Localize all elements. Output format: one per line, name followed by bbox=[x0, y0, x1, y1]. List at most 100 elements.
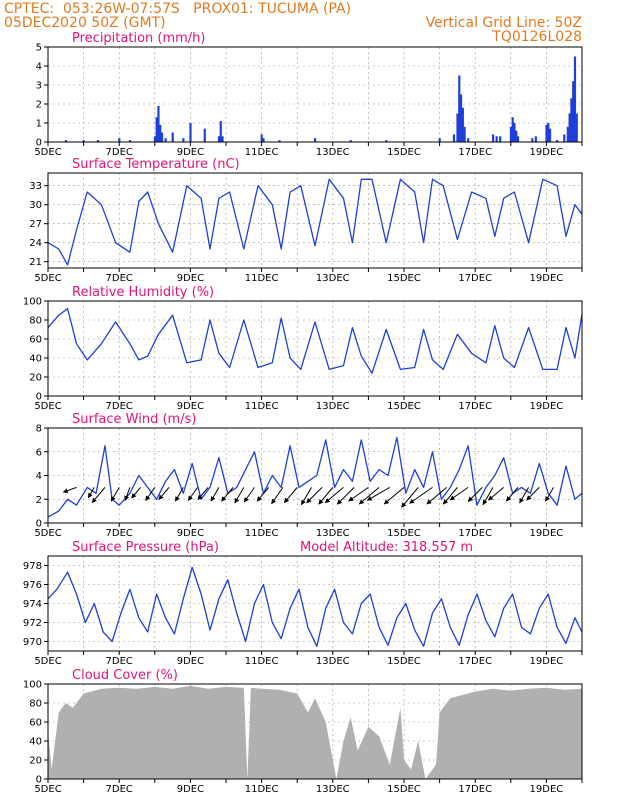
humidity-xtick-label: 15DEC bbox=[387, 401, 421, 412]
wind-arrow bbox=[358, 486, 380, 505]
wind-xtick-label: 19DEC bbox=[530, 528, 564, 539]
humidity-ytick-label: 40 bbox=[29, 354, 42, 365]
cloud-cover-frame bbox=[47, 683, 583, 780]
humidity-xtick-label: 11DEC bbox=[245, 401, 279, 412]
wind-arrow bbox=[271, 487, 284, 505]
wind-xtick-label: 13DEC bbox=[316, 528, 350, 539]
wind-panel: 0 2 4 6 8 5DEC 7DEC 9DEC 11DEC 13DEC 15DEC 17DEC 19D… bbox=[34, 412, 583, 539]
humidity-xtick-label: 19DEC bbox=[530, 401, 564, 412]
temperature-panel: 21 24 27 30 33 5DEC 7DEC 9DEC 11DEC 13DEC 15DEC 17D… bbox=[29, 157, 583, 284]
wind-arrow bbox=[158, 487, 170, 500]
wind-arrow bbox=[234, 487, 245, 504]
temperature-line bbox=[47, 178, 583, 266]
wind-arrow bbox=[348, 486, 369, 502]
humidity-ytick-label: 0 bbox=[36, 392, 42, 403]
precipitation-bar bbox=[82, 140, 85, 142]
precipitation-bar bbox=[547, 123, 550, 142]
temperature-frame bbox=[47, 172, 583, 269]
precipitation-bar bbox=[164, 138, 167, 142]
precipitation-xtick-label: 17DEC bbox=[458, 147, 492, 158]
precipitation-bar bbox=[171, 132, 174, 142]
precipitation-bar bbox=[260, 134, 263, 142]
precipitation-bar bbox=[349, 140, 352, 142]
precipitation-xtick-label: 13DEC bbox=[316, 147, 350, 158]
precipitation-bar bbox=[64, 140, 67, 142]
precipitation-bar bbox=[221, 136, 224, 142]
precipitation-bar bbox=[159, 124, 162, 142]
temperature-xtick-label: 19DEC bbox=[530, 273, 564, 284]
header-location: CPTEC: 053:26W-07:57S PROX01: TUCUMA (PA… bbox=[4, 1, 352, 17]
cloud-cover-ytick-label: 80 bbox=[29, 699, 42, 710]
pressure-ytick-label: 972 bbox=[23, 618, 42, 629]
temperature-xtick-label: 13DEC bbox=[316, 273, 350, 284]
precipitation-bar bbox=[128, 140, 132, 142]
humidity-xtick-label: 5DEC bbox=[34, 401, 61, 412]
cloud-cover-ytick-label: 60 bbox=[29, 718, 42, 729]
pressure-xtick-label: 5DEC bbox=[34, 656, 61, 667]
wind-ytick-label: 8 bbox=[36, 424, 42, 435]
header-model-code: TQ0126L028 bbox=[492, 29, 582, 45]
wind-arrow bbox=[256, 487, 270, 502]
precipitation-bar bbox=[182, 138, 185, 142]
precipitation-ytick-label: 3 bbox=[36, 81, 42, 92]
cloud-cover-area bbox=[48, 685, 582, 779]
pressure-ytick-label: 976 bbox=[23, 580, 42, 591]
precipitation-panel: 0 1 2 3 4 5 5DEC 7DEC 9DEC 11DEC 13DEC 15DEC 17DEC 19… bbox=[34, 31, 583, 158]
humidity-xtick-label: 13DEC bbox=[316, 401, 350, 412]
wind-line bbox=[47, 436, 583, 518]
pressure-xtick-label: 13DEC bbox=[316, 656, 350, 667]
precipitation-bar bbox=[458, 75, 461, 142]
temperature-xtick-label: 9DEC bbox=[177, 273, 204, 284]
wind-xtick-label: 11DEC bbox=[245, 528, 279, 539]
humidity-panel: 0 20 40 60 80 100 5DEC 7DEC 9DEC 11DEC 13DEC 15DEC 1… bbox=[23, 285, 583, 412]
precipitation-bar bbox=[314, 138, 317, 142]
wind-xtick-label: 17DEC bbox=[458, 528, 492, 539]
wind-arrow bbox=[300, 487, 312, 506]
cloud-cover-xtick-label: 5DEC bbox=[34, 784, 61, 795]
pressure-xtick-label: 11DEC bbox=[245, 656, 279, 667]
pressure-ytick-label: 978 bbox=[23, 561, 42, 572]
pressure-xtick-label: 19DEC bbox=[530, 656, 564, 667]
cloud-cover-xtick-label: 7DEC bbox=[106, 784, 133, 795]
cloud-cover-ytick-label: 20 bbox=[29, 756, 42, 767]
wind-arrow bbox=[336, 487, 355, 505]
precipitation-bar bbox=[160, 132, 164, 142]
cloud-cover-ytick-label: 40 bbox=[29, 737, 42, 748]
precipitation-bar bbox=[118, 138, 121, 142]
precipitation-bar bbox=[459, 94, 463, 142]
pressure-xtick-label: 15DEC bbox=[387, 656, 421, 667]
humidity-ytick-label: 80 bbox=[29, 316, 42, 327]
cloud-cover-xtick-label: 19DEC bbox=[530, 784, 564, 795]
precipitation-bar bbox=[515, 130, 518, 142]
temperature-xtick-label: 15DEC bbox=[387, 273, 421, 284]
header-run-date: 05DEC2020 50Z (GMT) bbox=[4, 15, 166, 31]
precipitation-ytick-label: 0 bbox=[36, 138, 42, 149]
precipitation-bar bbox=[548, 128, 552, 142]
temperature-xtick-label: 11DEC bbox=[245, 273, 279, 284]
wind-arrow bbox=[318, 487, 334, 505]
precipitation-xtick-label: 9DEC bbox=[177, 147, 204, 158]
wind-arrow bbox=[110, 487, 120, 502]
humidity-line bbox=[47, 307, 583, 374]
precipitation-bar bbox=[495, 136, 498, 142]
wind-arrow bbox=[306, 487, 323, 504]
precipitation-bar bbox=[278, 140, 281, 142]
humidity-title: Relative Humidity (%) bbox=[72, 285, 214, 300]
humidity-frame bbox=[47, 300, 583, 397]
wind-arrow bbox=[145, 487, 156, 501]
precipitation-bar bbox=[96, 140, 100, 142]
humidity-ytick-label: 20 bbox=[29, 373, 42, 384]
precipitation-bar bbox=[219, 121, 222, 142]
precipitation-bar bbox=[262, 138, 265, 142]
pressure-ytick-label: 970 bbox=[23, 637, 42, 648]
pressure-panel: 970 972 974 976 978 5DEC 7DEC 9DEC 11DEC 13DEC 15D… bbox=[23, 540, 583, 667]
wind-arrow bbox=[124, 487, 131, 501]
precipitation-bar bbox=[572, 81, 575, 142]
precipitation-bar bbox=[568, 113, 571, 142]
wind-arrow bbox=[62, 486, 77, 494]
precipitation-bar bbox=[534, 136, 537, 142]
cloud-cover-panel: 0 20 40 60 80 100 5DEC 7DEC 9DEC 11DEC 13DEC 15DEC 1… bbox=[23, 668, 583, 795]
pressure-title: Surface Pressure (hPa) bbox=[72, 540, 219, 555]
temperature-title: Surface Temperature (nC) bbox=[72, 157, 240, 172]
